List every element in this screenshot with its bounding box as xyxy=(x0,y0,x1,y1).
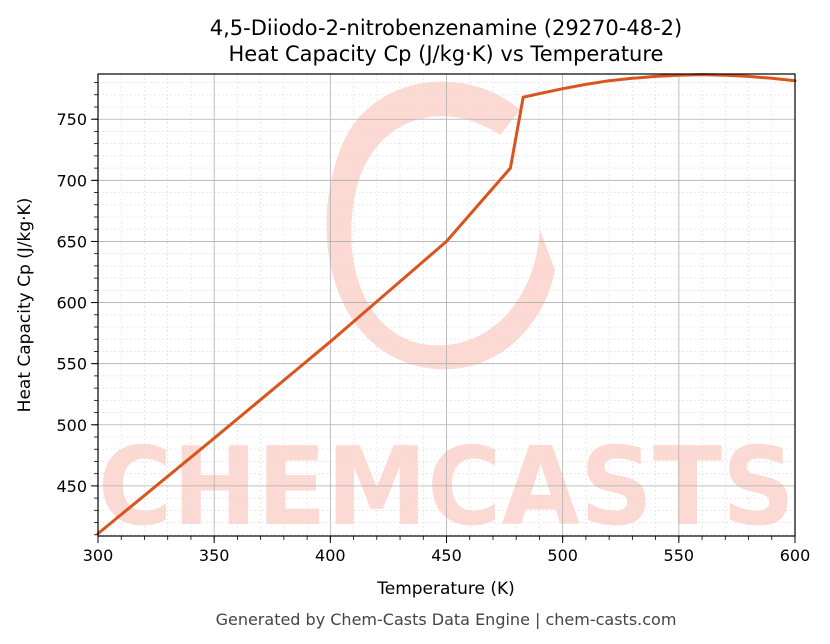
x-tick-label: 400 xyxy=(315,546,346,565)
x-axis-label: Temperature (K) xyxy=(376,579,515,599)
chart-title-line-2: Heat Capacity Cp (J/kg·K) vs Temperature xyxy=(229,42,664,66)
y-axis-label: Heat Capacity Cp (J/kg·K) xyxy=(15,198,35,413)
x-tick-label: 550 xyxy=(664,546,695,565)
x-tick-label: 300 xyxy=(83,546,114,565)
y-tick-label: 700 xyxy=(56,171,87,190)
x-axis-ticks: 300 350 400 450 500 550 600 xyxy=(83,536,811,565)
y-tick-label: 500 xyxy=(56,416,87,435)
x-tick-label: 450 xyxy=(431,546,462,565)
footer-credit: Generated by Chem-Casts Data Engine | ch… xyxy=(216,610,677,629)
series-line-cp xyxy=(96,73,797,536)
y-tick-label: 550 xyxy=(56,355,87,374)
y-tick-label: 450 xyxy=(56,477,87,496)
y-tick-label: 600 xyxy=(56,294,87,313)
y-axis-ticks: 450 500 550 600 650 700 750 xyxy=(56,82,98,536)
x-tick-label: 600 xyxy=(780,546,811,565)
x-tick-label: 350 xyxy=(199,546,230,565)
x-tick-label: 500 xyxy=(547,546,578,565)
y-tick-label: 750 xyxy=(56,110,87,129)
chart-title-line-1: 4,5-Diiodo-2-nitrobenzenamine (29270-48-… xyxy=(210,16,682,40)
y-tick-label: 650 xyxy=(56,232,87,251)
